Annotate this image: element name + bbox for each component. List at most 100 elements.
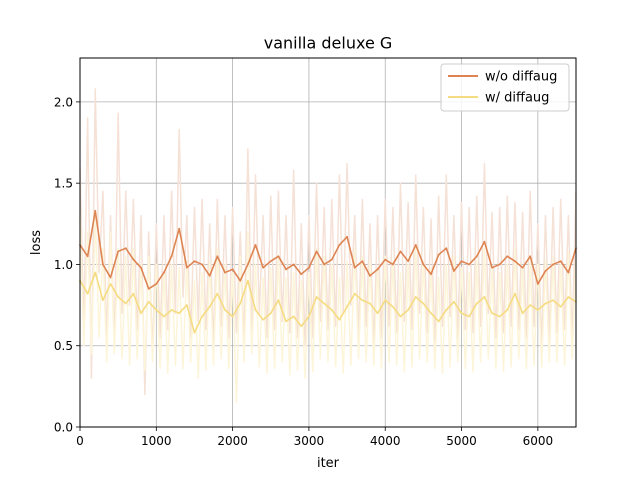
data-point-w-diffaug <box>292 315 295 318</box>
data-point-wo-diffaug <box>361 260 364 263</box>
data-point-wo-diffaug <box>224 271 226 274</box>
data-point-wo-diffaug <box>483 240 486 243</box>
data-point-wo-diffaug <box>529 255 532 258</box>
y-axis-label: loss <box>29 230 44 255</box>
legend-label-wo-diffaug: w/o diffaug <box>485 70 557 85</box>
data-point-wo-diffaug <box>147 287 150 290</box>
data-point-w-diffaug <box>109 283 112 285</box>
data-point-wo-diffaug <box>262 266 265 269</box>
data-point-wo-diffaug <box>269 260 272 263</box>
data-point-wo-diffaug <box>193 260 196 263</box>
data-point-wo-diffaug <box>338 244 341 246</box>
data-point-w-diffaug <box>185 304 188 306</box>
data-point-wo-diffaug <box>185 266 188 269</box>
data-point-w-diffaug <box>285 320 287 323</box>
data-point-w-diffaug <box>94 271 97 274</box>
data-point-w-diffaug <box>170 309 173 311</box>
data-point-wo-diffaug <box>101 263 104 266</box>
data-point-wo-diffaug <box>330 258 333 261</box>
data-point-wo-diffaug <box>414 244 417 246</box>
data-point-w-diffaug <box>498 315 501 318</box>
data-point-w-diffaug <box>544 302 547 305</box>
x-tick-label: 0 <box>76 434 84 448</box>
data-point-w-diffaug <box>330 309 333 311</box>
data-point-w-diffaug <box>536 309 539 311</box>
data-point-w-diffaug <box>239 302 242 305</box>
data-point-wo-diffaug <box>437 253 440 256</box>
data-point-w-diffaug <box>445 309 448 311</box>
data-point-w-diffaug <box>262 318 265 321</box>
data-point-w-diffaug <box>277 299 280 302</box>
data-point-w-diffaug <box>315 296 318 298</box>
data-point-w-diffaug <box>338 318 341 321</box>
data-point-w-diffaug <box>269 312 272 315</box>
data-point-wo-diffaug <box>277 255 280 258</box>
data-point-wo-diffaug <box>170 255 173 258</box>
data-point-w-diffaug <box>567 296 570 298</box>
x-tick-label: 3000 <box>294 434 325 448</box>
x-axis-label: iter <box>317 456 340 471</box>
data-point-w-diffaug <box>201 315 203 318</box>
data-point-wo-diffaug <box>109 276 112 279</box>
data-point-w-diffaug <box>132 292 135 295</box>
legend: w/o diffaug w/ diffaug <box>440 63 570 112</box>
x-axis: 0 1000 2000 3000 4000 5000 6000 <box>76 427 553 448</box>
data-point-w-diffaug <box>216 292 219 295</box>
x-tick-label: 6000 <box>523 434 554 448</box>
data-point-wo-diffaug <box>422 263 425 266</box>
data-point-wo-diffaug <box>285 268 287 271</box>
data-point-w-diffaug <box>101 299 104 302</box>
y-tick-label: 1.5 <box>54 177 73 191</box>
data-point-wo-diffaug <box>231 268 234 271</box>
data-point-wo-diffaug <box>239 279 242 282</box>
data-point-w-diffaug <box>391 305 394 308</box>
data-point-w-diffaug <box>399 315 402 318</box>
raw-trace-w-diffaug <box>79 214 577 404</box>
data-point-wo-diffaug <box>468 263 471 266</box>
data-point-wo-diffaug <box>292 263 295 266</box>
data-point-wo-diffaug <box>521 266 524 269</box>
data-point-wo-diffaug <box>124 247 127 250</box>
data-point-wo-diffaug <box>117 250 120 253</box>
data-point-w-diffaug <box>430 312 432 315</box>
raw-trace-wo-diffaug <box>79 88 577 396</box>
y-tick-label: 1.0 <box>54 258 73 272</box>
data-point-wo-diffaug <box>208 274 211 277</box>
data-point-w-diffaug <box>193 331 196 334</box>
data-point-w-diffaug <box>86 292 89 295</box>
data-point-w-diffaug <box>308 315 310 318</box>
chart-title: vanilla deluxe G <box>264 34 393 53</box>
data-point-wo-diffaug <box>460 260 463 263</box>
data-point-wo-diffaug <box>453 270 455 272</box>
data-point-w-diffaug <box>117 296 120 298</box>
data-point-wo-diffaug <box>475 255 478 258</box>
data-point-w-diffaug <box>231 315 234 318</box>
data-point-wo-diffaug <box>86 255 89 258</box>
data-point-w-diffaug <box>468 315 471 318</box>
data-point-wo-diffaug <box>544 270 547 272</box>
data-point-wo-diffaug <box>407 260 410 263</box>
data-point-w-diffaug <box>178 312 181 315</box>
plot-frame <box>79 57 577 428</box>
x-tick-label: 1000 <box>141 434 172 448</box>
data-point-w-diffaug <box>384 299 387 302</box>
data-point-w-diffaug <box>353 292 356 295</box>
data-point-w-diffaug <box>414 296 417 298</box>
data-point-wo-diffaug <box>94 209 97 212</box>
raw-traces <box>79 88 577 404</box>
data-point-wo-diffaug <box>391 263 394 266</box>
data-point-w-diffaug <box>163 315 165 318</box>
series-line-wo-diffaug <box>79 210 577 290</box>
x-tick-label: 5000 <box>446 434 477 448</box>
data-point-wo-diffaug <box>384 258 387 261</box>
data-point-wo-diffaug <box>323 263 326 266</box>
data-point-wo-diffaug <box>254 244 257 246</box>
data-point-wo-diffaug <box>132 258 135 261</box>
data-point-w-diffaug <box>483 296 486 298</box>
data-point-wo-diffaug <box>369 274 371 277</box>
data-point-wo-diffaug <box>315 250 318 253</box>
smoothed-lines <box>79 209 577 334</box>
data-point-w-diffaug <box>529 304 532 306</box>
data-point-w-diffaug <box>147 300 150 303</box>
data-point-wo-diffaug <box>353 266 356 269</box>
